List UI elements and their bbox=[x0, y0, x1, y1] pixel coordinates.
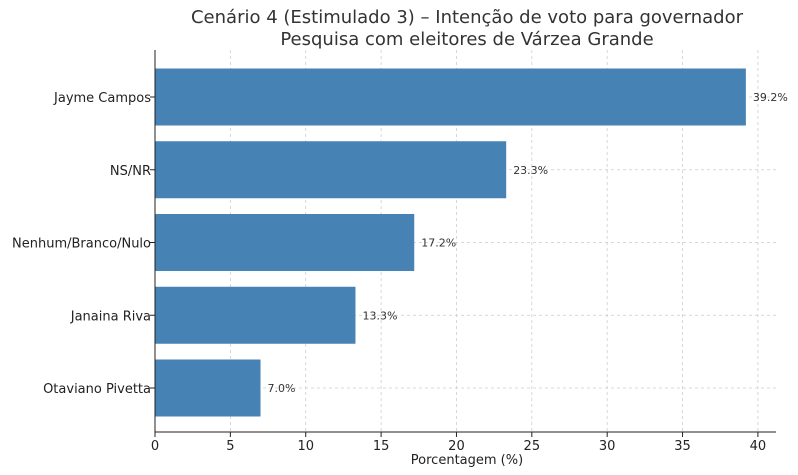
bar-1 bbox=[155, 141, 507, 199]
x-tick-label-8: 40 bbox=[750, 439, 767, 454]
data-label-4: 7.0% bbox=[268, 382, 296, 395]
bar-3 bbox=[155, 286, 356, 344]
x-tick-label-5: 25 bbox=[524, 439, 541, 454]
category-label-4: Otaviano Pivetta bbox=[43, 382, 151, 397]
bar-2 bbox=[155, 214, 415, 271]
x-tick-label-3: 15 bbox=[373, 439, 390, 454]
x-tick-label-1: 5 bbox=[226, 439, 234, 454]
x-tick-label-2: 10 bbox=[297, 439, 314, 454]
data-labels: 39.2% 23.3% 17.2% 13.3% 7.0% bbox=[268, 91, 788, 395]
x-tick-label-6: 30 bbox=[599, 439, 616, 454]
category-label-3: Janaina Riva bbox=[70, 309, 151, 324]
data-label-2: 17.2% bbox=[421, 237, 456, 250]
category-label-2: Nenhum/Branco/Nulo bbox=[12, 237, 151, 252]
bars bbox=[155, 68, 746, 417]
chart-title: Cenário 4 (Estimulado 3) – Intenção de v… bbox=[191, 7, 744, 28]
category-label-0: Jayme Campos bbox=[53, 91, 151, 106]
bar-4 bbox=[155, 359, 261, 417]
x-tick-label-7: 35 bbox=[674, 439, 691, 454]
category-label-1: NS/NR bbox=[110, 164, 151, 179]
data-label-1: 23.3% bbox=[513, 164, 548, 177]
x-tick-label-4: 20 bbox=[448, 439, 465, 454]
x-tick-label-0: 0 bbox=[151, 439, 159, 454]
data-label-3: 13.3% bbox=[362, 309, 397, 322]
chart-subtitle: Pesquisa com eleitores de Várzea Grande bbox=[280, 29, 653, 50]
y-axis: Jayme Campos NS/NR Nenhum/Branco/Nulo Janai… bbox=[12, 50, 156, 432]
x-axis: 0 5 10 15 20 25 30 35 40 bbox=[151, 431, 776, 454]
x-axis-label: Porcentagem (%) bbox=[411, 453, 523, 468]
data-label-0: 39.2% bbox=[753, 91, 788, 104]
bar-0 bbox=[155, 68, 746, 126]
